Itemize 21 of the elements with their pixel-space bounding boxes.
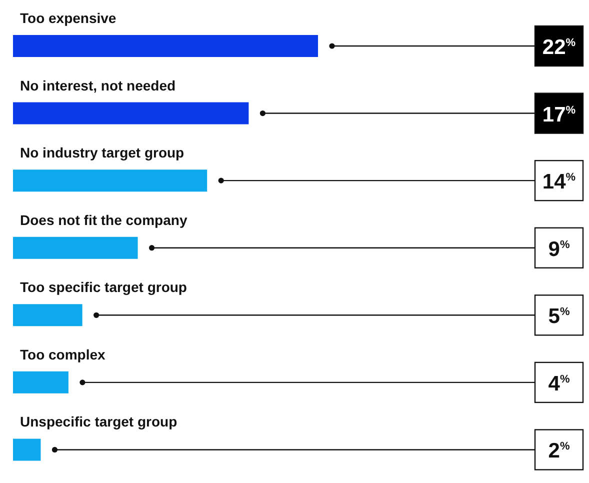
y-tick-label: No interest, not needed [20,77,176,94]
y-tick-label: Does not fit the company [20,212,188,228]
data-label: 14$^{%}$ [542,170,576,194]
bar [13,170,208,192]
y-tick-label: Too complex [20,346,106,362]
bar [13,102,249,124]
data-label: 9$^{%}$ [548,238,570,261]
data-label: 17$^{%}$ [542,103,576,126]
data-label: 5$^{%}$ [548,305,570,328]
bar [13,236,138,259]
data-label: 4$^{%}$ [548,372,570,396]
y-tick-label: No industry target group [20,144,184,161]
bar [13,371,68,394]
y-tick-label: Too expensive [20,10,116,26]
data-label: 2$^{%}$ [548,440,570,463]
bar [13,304,82,326]
bar [13,35,318,57]
bar [13,438,41,461]
y-tick-label: Too specific target group [20,279,187,296]
y-tick-label: Unspecific target group [20,414,178,430]
data-label: 22$^{%}$ [542,36,576,59]
